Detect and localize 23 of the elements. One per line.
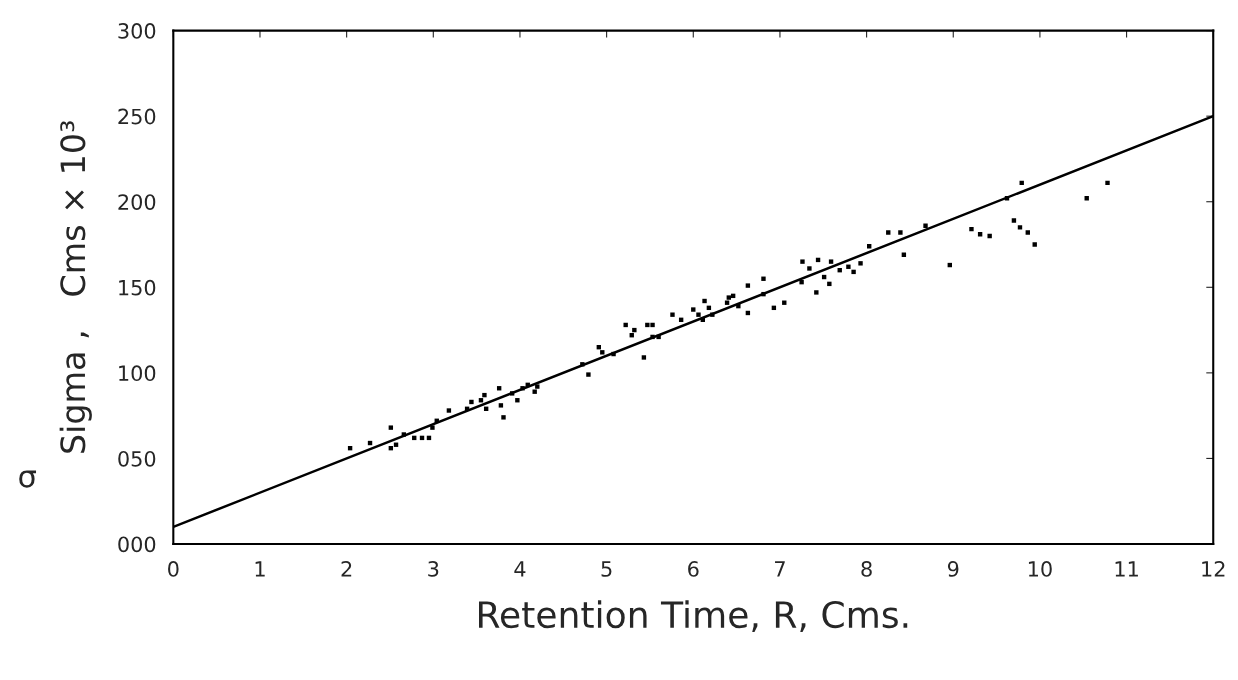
y-tick-label: 150 [119, 279, 156, 296]
x-axis-title: Retention Time, R, Cms. [479, 600, 908, 632]
y-tick-label: 050 [118, 450, 156, 467]
x-tick-label: 12 [1202, 561, 1225, 577]
y-tick-label: 000 [118, 536, 156, 553]
y-tick-label: 250 [118, 108, 156, 125]
x-tick-label: 1 [255, 561, 265, 577]
x-tick-label: 10 [1028, 561, 1052, 577]
x-tick-label: 2 [341, 561, 352, 577]
y-tick-label: 100 [119, 365, 156, 382]
text: σ [19, 470, 37, 488]
x-tick-label: 0 [168, 561, 179, 577]
x-tick-label: 4 [514, 561, 526, 577]
y-tick-label: 300 [118, 23, 156, 39]
x-tick-label: 3 [428, 561, 439, 577]
y-axis-title: Sigma , Cms × 10³ [59, 121, 92, 453]
x-tick-label: 11 [1115, 561, 1138, 577]
x-tick-label: 5 [601, 561, 612, 577]
x-tick-label: 9 [947, 561, 959, 577]
y-tick-label: 200 [118, 194, 156, 210]
x-tick-label: 6 [688, 561, 699, 577]
x-tick-label: 8 [861, 561, 872, 577]
x-tick-label: 7 [775, 561, 785, 577]
